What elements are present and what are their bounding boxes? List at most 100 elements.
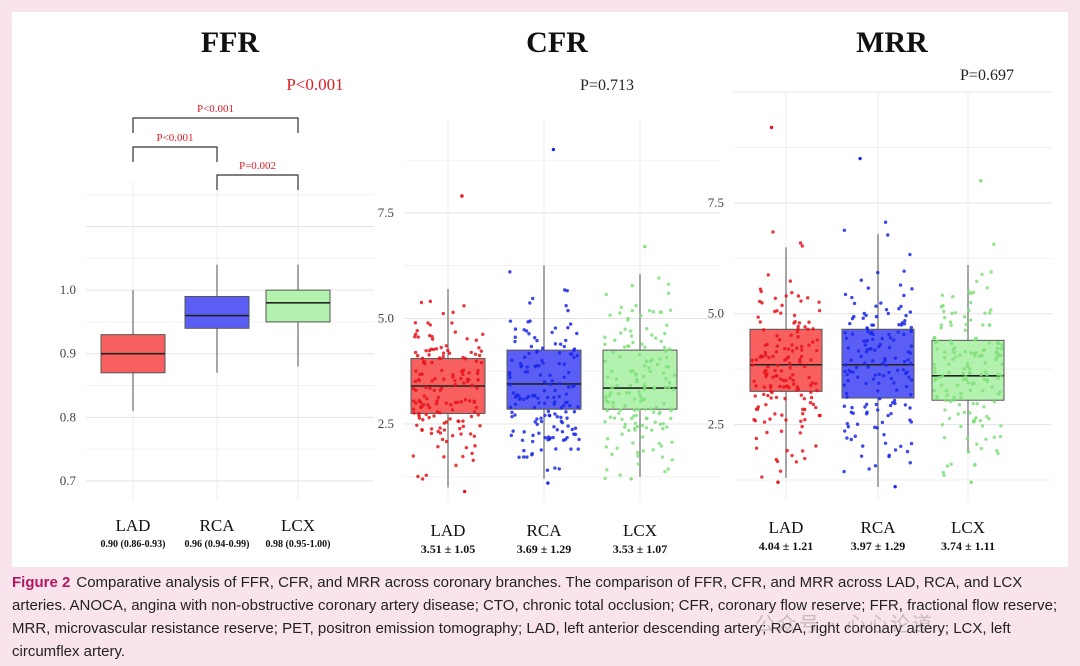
cfr-rca-point: [535, 363, 539, 368]
mrr-rca-point: [868, 331, 873, 336]
ffr-ytick-label: 0.7: [60, 473, 77, 488]
cfr-lad-point: [429, 427, 434, 431]
cfr-lad-point: [411, 407, 416, 411]
mrr-lad-point: [811, 340, 815, 344]
mrr-lcx-point: [957, 402, 962, 407]
mrr-lad-point: [803, 418, 807, 422]
cfr-lad-point: [415, 354, 420, 358]
cfr-lad-point: [413, 379, 418, 384]
mrr-lad-point: [775, 459, 780, 464]
cfr-lcx-point: [619, 305, 623, 309]
mrr-lad-point: [794, 460, 799, 464]
cfr-rca-point: [557, 395, 561, 399]
mrr-lad-point: [798, 357, 802, 362]
mrr-lcx-point: [968, 367, 972, 371]
cfr-rca-point: [568, 322, 573, 326]
cfr-lcx-point: [661, 371, 666, 375]
cfr-lcx-point: [617, 411, 621, 415]
mrr-lcx-point: [939, 383, 944, 387]
cfr-rca-point: [565, 400, 569, 404]
mrr-lad-point: [796, 327, 800, 331]
mrr-rca-point: [892, 338, 896, 342]
mrr-lcx-point: [969, 351, 973, 355]
cfr-lcx-point: [651, 448, 655, 452]
cfr-rca-point: [543, 435, 548, 440]
cfr-lcx-point: [671, 387, 676, 392]
mrr-rca-point: [842, 469, 846, 474]
cfr-lcx-point: [637, 352, 642, 357]
ffr-stat-label: 0.98 (0.95-1.00): [266, 539, 331, 550]
cfr-lad-point: [441, 354, 445, 359]
mrr-lad-point: [790, 349, 795, 353]
mrr-rca-point: [903, 403, 908, 407]
cfr-lcx-point: [643, 407, 647, 411]
mrr-lad-point: [792, 313, 797, 318]
mrr-lad-point: [781, 378, 785, 383]
mrr-rca-point: [880, 336, 884, 341]
cfr-lad-point: [415, 329, 419, 333]
cfr-rca-point: [518, 396, 522, 401]
cfr-rca-point: [535, 422, 539, 427]
cfr-lad-point: [411, 454, 415, 458]
mrr-lad-point: [795, 346, 799, 350]
mrr-lcx-point: [996, 392, 1001, 396]
cfr-lcx-point: [665, 425, 669, 429]
mrr-lcx-point: [970, 382, 975, 386]
cfr-lcx-point: [667, 381, 672, 385]
mrr-lad-point: [783, 347, 787, 351]
cfr-lad-point: [474, 359, 478, 363]
mrr-lcx-point: [947, 362, 951, 366]
mrr-lcx-point: [945, 393, 949, 397]
mrr-rca-point: [884, 363, 888, 367]
cfr-rca-point: [530, 393, 535, 398]
cfr-lad-point: [440, 368, 444, 373]
mrr-lcx-point: [962, 315, 967, 319]
cfr-lcx-point: [637, 389, 641, 394]
cfr-rca-point: [562, 375, 566, 380]
cfr-stat-label: 3.51 ± 1.05: [421, 542, 476, 556]
mrr-lcx-point: [982, 405, 986, 409]
cfr-lad-point: [439, 345, 443, 350]
cfr-lad-point: [478, 424, 482, 428]
cfr-lcx-point: [665, 323, 669, 327]
mrr-lad-point: [791, 373, 795, 377]
cfr-rca-point: [566, 385, 571, 389]
mrr-lcx-point: [949, 462, 953, 466]
mrr-rca-point: [907, 375, 911, 379]
mrr-lad-point: [769, 125, 774, 130]
cfr-lcx-point: [603, 420, 607, 424]
mrr-lcx-point: [978, 418, 983, 423]
cfr-rca-point: [507, 372, 512, 377]
mrr-lad-point: [775, 374, 779, 378]
cfr-lcx-point: [634, 413, 638, 417]
cfr-lcx-point: [643, 363, 647, 368]
cfr-lcx-point: [626, 344, 630, 348]
mrr-rca-point: [906, 350, 911, 354]
cfr-lcx-point: [603, 476, 607, 481]
cfr-lad-point: [432, 414, 436, 418]
mrr-lcx-point: [987, 416, 991, 421]
cfr-lad-point: [473, 352, 478, 357]
cfr-lad-point: [413, 335, 417, 339]
mrr-lad-point: [751, 363, 755, 367]
mrr-rca-point: [909, 378, 914, 382]
cfr-rca-point: [553, 412, 557, 416]
cfr-lcx-point: [663, 385, 668, 390]
cfr-lcx-point: [653, 420, 657, 424]
cfr-lad-point: [453, 400, 458, 405]
mrr-lcx-point: [939, 326, 943, 330]
mrr-lcx-point: [979, 446, 984, 451]
cfr-rca-point: [542, 401, 547, 406]
mrr-rca-point: [897, 323, 901, 327]
cfr-lcx-point: [633, 421, 638, 426]
cfr-rca-point: [528, 301, 532, 305]
mrr-rca-point: [864, 381, 868, 386]
mrr-lcx-point: [953, 311, 958, 315]
cfr-lad-point: [419, 404, 424, 409]
cfr-lcx-point: [629, 334, 634, 338]
cfr-rca-point: [553, 342, 558, 346]
mrr-lcx-point: [933, 335, 937, 340]
ffr-ytick-label: 0.8: [60, 409, 76, 424]
cfr-lcx-point: [663, 470, 667, 474]
cfr-lcx-point: [610, 386, 614, 390]
